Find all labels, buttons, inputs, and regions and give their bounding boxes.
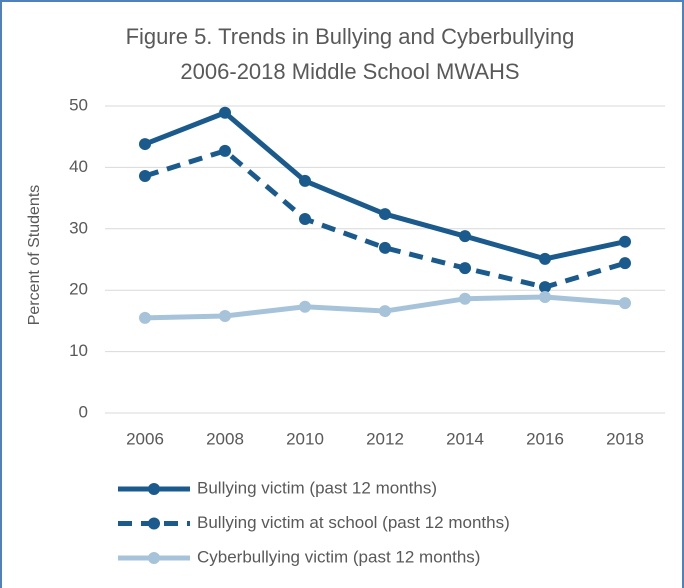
data-point (299, 300, 311, 313)
y-axis-label: Percent of Students (26, 185, 43, 326)
legend-marker (148, 552, 160, 564)
y-tick-label: 10 (69, 341, 88, 360)
data-point (139, 138, 151, 151)
legend-label: Cyberbullying victim (past 12 months) (197, 547, 480, 566)
y-tick-label: 40 (69, 157, 88, 176)
data-point (219, 106, 231, 119)
data-point (139, 311, 151, 324)
data-point (219, 144, 231, 157)
x-tick-label: 2018 (606, 429, 644, 448)
chart-title: 2006-2018 Middle School MWAHS (180, 59, 519, 84)
legend-marker (148, 517, 160, 530)
data-point (299, 174, 311, 187)
x-tick-label: 2008 (206, 429, 244, 448)
data-point (459, 292, 471, 305)
data-point (619, 257, 631, 270)
x-tick-label: 2006 (126, 429, 164, 448)
y-tick-label: 50 (69, 95, 88, 114)
data-point (379, 241, 391, 254)
data-point (219, 309, 231, 322)
x-tick-label: 2010 (286, 429, 324, 448)
data-point (379, 208, 391, 221)
data-point (379, 305, 391, 318)
data-point (459, 230, 471, 243)
y-tick-label: 20 (69, 280, 88, 299)
data-point (539, 252, 551, 265)
data-point (539, 290, 551, 303)
legend-marker (148, 483, 160, 495)
data-point (619, 297, 631, 310)
x-tick-label: 2014 (446, 429, 484, 448)
data-point (619, 235, 631, 248)
legend-label: Bullying victim at school (past 12 month… (197, 513, 510, 532)
legend-label: Bullying victim (past 12 months) (197, 478, 437, 497)
data-point (299, 212, 311, 225)
data-point (459, 262, 471, 275)
data-point (539, 281, 551, 294)
x-tick-label: 2012 (366, 429, 404, 448)
chart-title: Figure 5. Trends in Bullying and Cyberbu… (126, 24, 575, 49)
x-tick-label: 2016 (526, 429, 564, 448)
y-tick-label: 0 (79, 402, 88, 421)
data-point (139, 169, 151, 182)
y-tick-label: 30 (69, 218, 88, 237)
